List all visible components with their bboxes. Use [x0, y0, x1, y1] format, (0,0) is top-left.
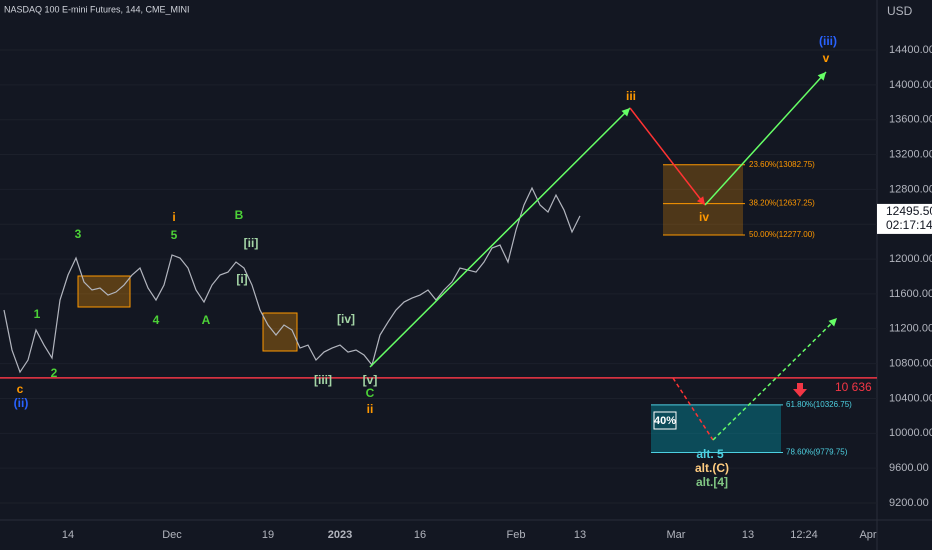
wave-label: iii — [626, 89, 636, 103]
last-price-box — [877, 203, 932, 234]
probability-box — [653, 411, 677, 430]
x-tick-label: 16 — [414, 529, 426, 541]
down-arrow — [793, 383, 807, 397]
range-box — [262, 312, 298, 352]
y-tick-label: 14000.00 — [889, 79, 932, 91]
x-tick-label: Feb — [507, 529, 526, 541]
y-tick-label: 13600.00 — [889, 114, 932, 126]
wave-label: [iii] — [314, 373, 332, 387]
wave-label: [i] — [236, 272, 247, 286]
y-tick-label: 12800.00 — [889, 183, 932, 195]
x-tick-label: 19 — [262, 529, 274, 541]
wave-label: A — [202, 313, 211, 327]
support-label: 10 636 — [835, 380, 872, 394]
x-tick-label: Mar — [667, 529, 686, 541]
projection — [629, 107, 706, 206]
probability: 40% — [654, 415, 676, 427]
projection — [704, 71, 827, 206]
x-tick-label: Apr — [859, 529, 876, 541]
y-tick-label: 10800.00 — [889, 358, 932, 370]
wave-label: alt.[4] — [696, 475, 728, 489]
y-tick-label: 11600.00 — [889, 288, 932, 300]
x-tick-label: 13 — [574, 529, 586, 541]
fib-label: 38.20%(12637.25) — [749, 199, 815, 208]
y-tick-label: 10400.00 — [889, 392, 932, 404]
wave-label: ii — [367, 402, 374, 416]
x-tick-label: Dec — [162, 529, 182, 541]
y-tick-label: 13200.00 — [889, 148, 932, 160]
wave-label: (ii) — [14, 396, 29, 410]
alt-label: 61.80%(10326.75) — [786, 400, 852, 409]
x-tick-label: 12:24 — [790, 529, 818, 541]
x-tick-label: 13 — [742, 529, 754, 541]
y-tick-label: 11200.00 — [889, 323, 932, 335]
chart-title: NASDAQ 100 E-mini Futures, 144, CME_MINI — [4, 4, 190, 14]
wave-label: (iii) — [819, 34, 837, 48]
wave-label: B — [235, 208, 244, 222]
wave-label: [ii] — [244, 236, 259, 250]
wave-label: alt. 5 — [696, 447, 724, 461]
wave-label: alt.(C) — [695, 461, 729, 475]
wave-label: v — [823, 51, 830, 65]
y-tick-label: 9600.00 — [889, 462, 929, 474]
arrow-head — [696, 196, 705, 205]
y-tick-label: 9200.00 — [889, 497, 929, 509]
x-tick-label: 2023 — [328, 529, 352, 541]
y-tick-label: 12000.00 — [889, 253, 932, 265]
wave-label: C — [366, 386, 375, 400]
wave-label: 4 — [153, 313, 160, 327]
arrow-head — [817, 72, 826, 81]
projection — [369, 107, 631, 368]
currency: USD — [887, 4, 913, 18]
projection — [672, 377, 714, 441]
wave-label: 1 — [34, 307, 41, 321]
wave-label: [v] — [363, 373, 378, 387]
price-line — [3, 186, 581, 374]
countdown: 02:17:14 — [886, 218, 932, 232]
last-price: 12495.50 — [886, 204, 932, 218]
wave-label: [iv] — [337, 312, 355, 326]
x-tick-label: 14 — [62, 529, 74, 541]
wave-label: 2 — [51, 366, 58, 380]
wave-label: 3 — [75, 227, 82, 241]
wave-label: c — [17, 382, 24, 396]
fib-label: 50.00%(12277.00) — [749, 230, 815, 239]
wave-label: i — [172, 210, 175, 224]
y-tick-label: 10000.00 — [889, 427, 932, 439]
alt-label: 78.60%(9779.75) — [786, 448, 848, 457]
wave-label: iv — [699, 210, 709, 224]
fib-label: 23.60%(13082.75) — [749, 160, 815, 169]
y-tick-label: 14400.00 — [889, 44, 932, 56]
wave-label: 5 — [171, 228, 178, 242]
projection — [712, 317, 838, 441]
arrow-head — [621, 108, 630, 117]
